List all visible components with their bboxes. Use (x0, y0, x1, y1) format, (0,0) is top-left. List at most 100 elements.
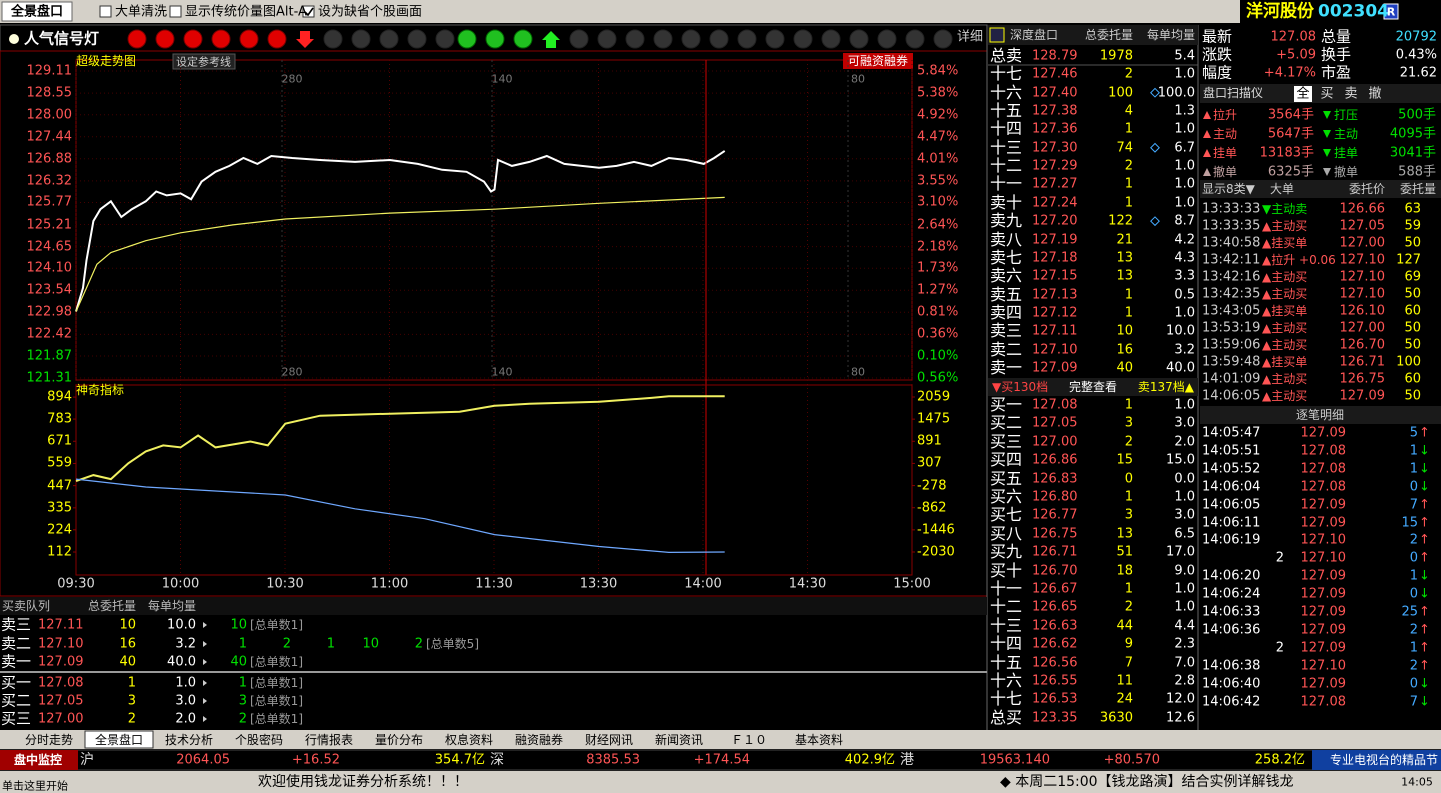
tab[interactable]: Ｆ１０ (730, 733, 768, 747)
tick-qty: 1 (1409, 568, 1418, 584)
level-price: 123.35 (1032, 710, 1078, 726)
event-type: ▲主动买 (1262, 372, 1308, 386)
level-label: 卖十 (990, 192, 1023, 212)
tick-qty: 0 (1409, 479, 1418, 495)
level-label: 十二 (990, 597, 1023, 617)
tick-dir: ↓ (1419, 461, 1430, 477)
event-qty: 69 (1404, 269, 1421, 285)
y-tick-label: 126.88 (26, 151, 73, 167)
y-tick-label: 224 (47, 522, 72, 538)
tick-qty: 0 (1409, 586, 1418, 602)
tick-time: 14:05:47 (1202, 425, 1261, 441)
arrow-up (542, 31, 560, 48)
pct-label: 5.84% (917, 63, 959, 79)
event-price: 126.10 (1339, 303, 1386, 319)
event-time: 14:01:09 (1202, 371, 1261, 387)
level-price: 127.27 (1032, 176, 1078, 192)
market-index: 8385.53 (586, 752, 640, 768)
y-tick-label: 783 (47, 411, 72, 427)
checkbox (302, 5, 315, 18)
level-price: 127.20 (1032, 213, 1078, 229)
level-qty: 13 (1116, 250, 1133, 266)
tick-dir: ↓ (1419, 479, 1430, 495)
detail[interactable]: 详细 (956, 29, 984, 45)
tab[interactable]: 全景盘口 (10, 4, 64, 20)
buy-levels[interactable]: ▼买130档 (992, 380, 1049, 394)
scanner-tab[interactable]: 撤 (1368, 86, 1382, 102)
level-label: 十二 (990, 156, 1023, 176)
level-price: 127.36 (1032, 121, 1078, 137)
y-tick-label: 125.77 (26, 194, 73, 210)
level-qty: 1 (1124, 305, 1133, 321)
level-label: 十七 (990, 689, 1023, 709)
start[interactable]: 单击这里开始 (2, 779, 68, 793)
y-tick-label: 129.11 (26, 63, 73, 79)
tab[interactable]: 基本资料 (794, 733, 844, 747)
level-qty: 44 (1116, 618, 1133, 634)
option[interactable]: 显示传统价量图Alt-A (185, 4, 307, 20)
option[interactable]: 大单清洗 (115, 4, 168, 20)
scanner-tab[interactable]: 全 (1296, 86, 1310, 102)
level-avg: 4.3 (1174, 250, 1195, 266)
tab[interactable]: 全景盘口 (94, 733, 144, 747)
pct-label: 4.47% (917, 129, 959, 145)
tick-price: 127.08 (1300, 694, 1347, 709)
x-tick-label: 10:30 (266, 576, 304, 592)
tick-dir: ↓ (1419, 443, 1430, 459)
tab-active (84, 730, 154, 749)
full-view[interactable]: 完整查看 (1068, 380, 1118, 394)
tab[interactable]: 财经网讯 (584, 733, 634, 747)
tab[interactable]: 分时走势 (24, 733, 74, 747)
level-qty: 1 (1124, 176, 1133, 192)
quote-key: 市盈 (1321, 63, 1352, 82)
tab[interactable]: 新闻资讯 (654, 733, 704, 747)
scanner-bg (1200, 84, 1441, 103)
tab[interactable]: 融资融券 (514, 733, 564, 747)
level-price: 127.00 (1032, 434, 1078, 450)
tab[interactable]: 个股密码 (234, 733, 284, 747)
ref-button[interactable]: 设定参考线 (176, 55, 231, 69)
queue-qty: 3 (127, 693, 136, 709)
down-arrow (1323, 149, 1331, 157)
tab[interactable]: 行情报表 (304, 733, 354, 747)
tick-qty: 1 (1409, 443, 1418, 459)
event-price: 126.70 (1339, 337, 1386, 353)
pct-label: 0.10% (917, 348, 959, 364)
tick-time: 14:06:11 (1202, 515, 1261, 530)
tick-qty: 7 (1409, 694, 1418, 709)
tick-price: 127.08 (1300, 461, 1347, 477)
tab[interactable]: 量价分布 (374, 733, 424, 747)
queue-total: [总单数1] (250, 676, 303, 690)
level-price: 127.13 (1032, 287, 1078, 303)
tab[interactable]: 技术分析 (164, 733, 214, 747)
y-tick-label: 128.00 (26, 107, 73, 123)
tick-time: 14:06:36 (1202, 622, 1261, 638)
tick-price: 127.09 (1300, 497, 1347, 513)
level-label: 卖八 (990, 229, 1023, 249)
tick-dir: ↑ (1419, 425, 1430, 441)
level-avg: 3.3 (1174, 268, 1195, 284)
event-time: 13:40:58 (1202, 235, 1261, 251)
x-tick-label: 14:30 (788, 576, 827, 592)
level-avg: 6.7 (1174, 140, 1195, 156)
queue-arrow (203, 659, 207, 665)
depth-marker: 80 (851, 365, 865, 379)
event-type: ▲主动买 (1262, 338, 1308, 352)
queue-price: 127.11 (38, 617, 84, 633)
event-type: ▲主动买 (1262, 219, 1308, 233)
scanner-tab[interactable]: 卖 (1344, 86, 1358, 102)
tab[interactable]: 权息资料 (444, 733, 494, 747)
margin-tag[interactable]: 可融资融券 (847, 54, 909, 68)
bulb-icon (9, 34, 19, 44)
level-label: 十五 (990, 652, 1023, 672)
y2-tick-label: 2059 (917, 389, 951, 405)
sell-levels[interactable]: 卖137档▲ (1137, 380, 1194, 394)
list-header: 委托量 (1399, 182, 1436, 196)
level-qty: 4 (1124, 103, 1133, 119)
scanner-tab[interactable]: 买 (1320, 86, 1334, 102)
event-price: 126.71 (1339, 354, 1386, 370)
level-avg: 2.0 (1174, 434, 1195, 450)
level-price: 127.15 (1032, 268, 1078, 284)
queue-avg: 3.2 (175, 636, 196, 652)
option[interactable]: 设为缺省个股画面 (318, 4, 423, 20)
